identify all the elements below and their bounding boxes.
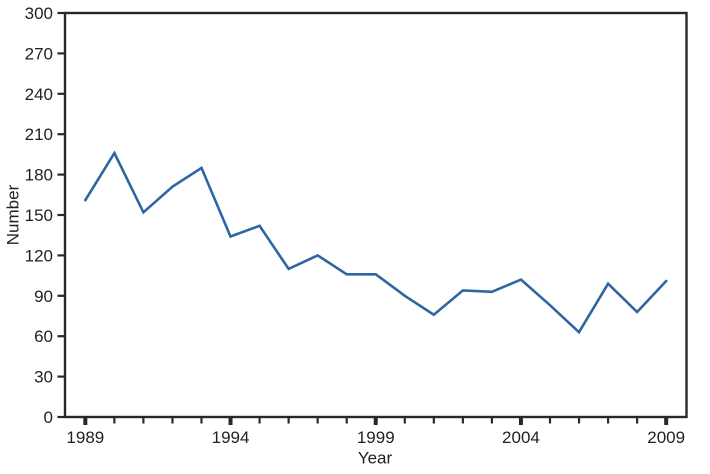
y-tick-label: 0: [44, 408, 53, 427]
y-tick-label: 90: [34, 287, 53, 306]
x-tick-label: 2004: [502, 428, 540, 447]
data-line-series: [84, 150, 668, 335]
y-tick-label: 210: [25, 125, 53, 144]
x-axis-title: Year: [357, 448, 393, 468]
y-tick-label: 240: [25, 85, 53, 104]
x-tick-label: 2009: [647, 428, 685, 447]
y-tick-label: 300: [25, 4, 53, 23]
y-tick-label: 30: [34, 368, 53, 387]
y-tick-label: 120: [25, 246, 53, 265]
y-tick-label: 150: [25, 206, 53, 225]
plot-border: [63, 11, 688, 419]
y-tick-label: 60: [34, 327, 53, 346]
y-tick-label: 270: [25, 44, 53, 63]
x-tick-label: 1994: [212, 428, 250, 447]
y-axis-title: Number: [3, 184, 23, 246]
x-tick-label: 1989: [66, 428, 104, 447]
y-tick-label: 180: [25, 166, 53, 185]
x-tick-label: 1999: [357, 428, 395, 447]
